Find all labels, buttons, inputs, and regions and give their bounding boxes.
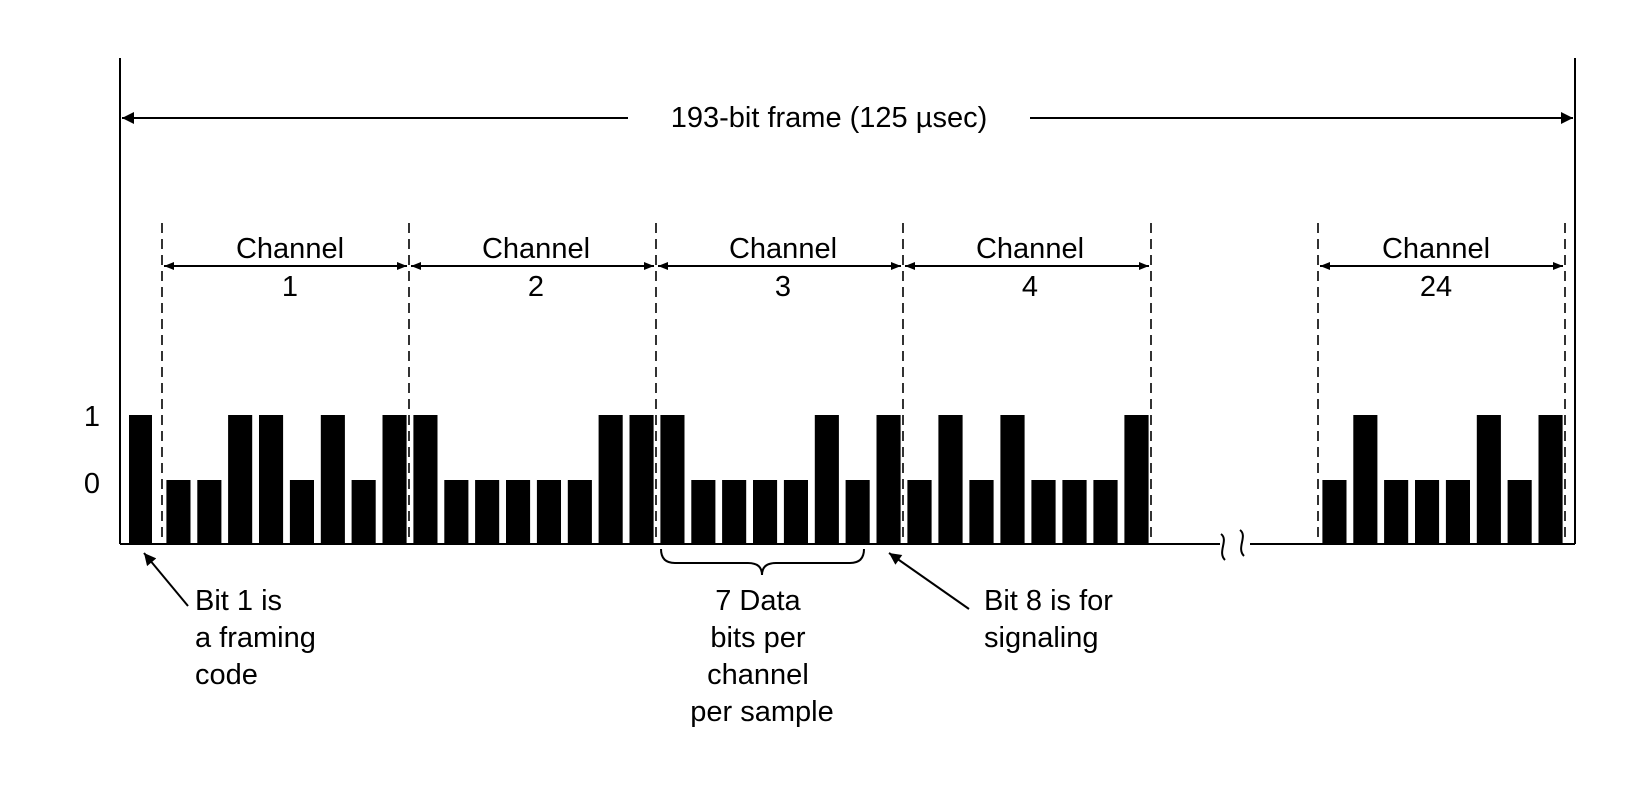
channel-1: Channel 1 [161,223,410,544]
level-one-label: 1 [84,401,100,433]
channel-24-bit-2-bar [1353,415,1378,544]
channel-2-title: Channel [482,233,590,265]
channel-3-bit-8-bar [876,415,901,544]
data-bits-annotation-line: 7 Data [715,585,801,617]
channel-4-bit-5-bar [1031,480,1056,544]
channel-1-bit-3-bar [228,415,253,544]
channel-1-bit-2-bar [197,480,222,544]
channel-4-number: 4 [1022,271,1038,303]
channel-24-bit-6-bar [1476,415,1501,544]
data-bits-annotation: 7 Data bits per channel per sample [690,585,833,728]
channel-24-bit-4-bar [1415,480,1440,544]
channel-24-bits [1322,415,1563,544]
channel-4: Channel 4 [905,223,1152,544]
break-mark-right [1239,529,1245,557]
channel-3-bit-3-bar [722,480,747,544]
channel-1-title: Channel [236,233,344,265]
channel-2-bit-1-bar [413,415,438,544]
channel-24-bit-7-bar [1507,480,1532,544]
channel-2: Channel 2 [411,223,657,544]
channel-24-bit-8-bar [1538,415,1563,544]
data-bits-annotation-line: channel [707,659,809,691]
signaling-annotation-line: signaling [984,622,1098,654]
channel-2-bits [413,415,654,544]
channel-2-number: 2 [528,271,544,303]
channel-2-bit-8-bar [629,415,654,544]
channel-3-number: 3 [775,271,791,303]
channel-3-bit-6-bar [814,415,839,544]
channel-4-bit-2-bar [938,415,963,544]
channel-1-bit-6-bar [320,415,345,544]
channel-4-bit-4-bar [1000,415,1025,544]
channel-3-bit-2-bar [691,480,716,544]
channel-24-bit-5-bar [1445,480,1470,544]
channel-4-bit-1-bar [907,480,932,544]
frame-label: 193-bit frame (125 µsec) [671,102,988,134]
channel-2-bit-3-bar [475,480,500,544]
channel-2-bit-7-bar [598,415,623,544]
channel-24-title: Channel [1382,233,1490,265]
framing-annotation-line: code [195,659,258,691]
signaling-annotation-line: Bit 8 is for [984,585,1113,617]
data-bits-brace [660,548,865,576]
channel-4-bit-7-bar [1093,480,1118,544]
channel-2-bit-4-bar [506,480,531,544]
channel-24: Channel 24 [1317,223,1566,544]
channel-1-bit-1-bar [166,480,191,544]
signaling-pointer-arrow [888,552,970,610]
framing-annotation-line: a framing [195,622,316,654]
channel-1-bit-7-bar [351,480,376,544]
data-bits-annotation-line: bits per [710,622,805,654]
channel-3-bits [660,415,901,544]
channel-3-title: Channel [729,233,837,265]
channel-3-bit-7-bar [845,480,870,544]
channel-1-bit-5-bar [289,480,314,544]
channel-3-bit-5-bar [783,480,808,544]
framing-annotation-line: Bit 1 is [195,585,282,617]
channel-4-bit-3-bar [969,480,994,544]
channel-4-bits [907,415,1149,544]
channel-4-title: Channel [976,233,1084,265]
channel-1-bits [166,415,407,544]
framing-bit-bar [129,415,152,544]
level-zero-label: 0 [84,468,100,500]
channel-24-number: 24 [1420,271,1452,303]
channel-3-bit-4-bar [753,480,778,544]
channel-2-bit-2-bar [444,480,469,544]
channel-24-bit-1-bar [1322,480,1347,544]
channel-4-bit-8-bar [1124,415,1149,544]
channel-1-bit-8-bar [382,415,407,544]
channel-1-number: 1 [282,271,298,303]
break-mark-left [1220,533,1226,561]
channel-2-bit-6-bar [567,480,592,544]
channel-3-bit-1-bar [660,415,685,544]
framing-pointer-arrow [143,552,189,607]
framing-annotation: Bit 1 is a framing code [195,585,324,691]
channel-3: Channel 3 [658,223,904,544]
signaling-annotation: Bit 8 is for signaling [984,585,1121,654]
channel-2-bit-5-bar [536,480,561,544]
data-bits-annotation-line: per sample [690,696,833,728]
channel-24-bit-3-bar [1384,480,1409,544]
channel-1-bit-4-bar [259,415,284,544]
channel-4-bit-6-bar [1062,480,1087,544]
